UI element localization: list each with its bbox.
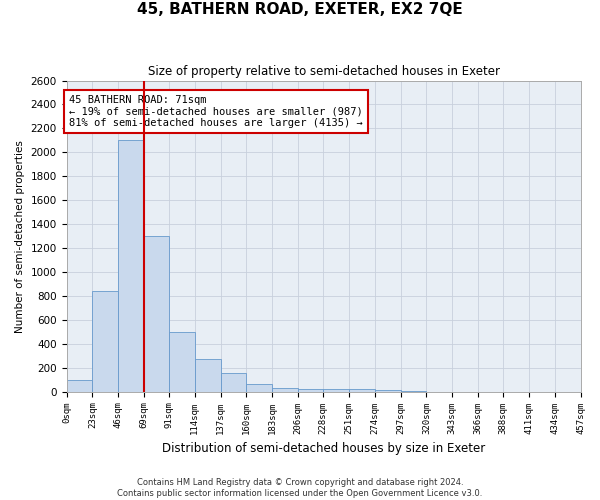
Y-axis label: Number of semi-detached properties: Number of semi-detached properties [15, 140, 25, 332]
Title: Size of property relative to semi-detached houses in Exeter: Size of property relative to semi-detach… [148, 65, 500, 78]
Bar [272, 388, 298, 392]
Bar [144, 236, 169, 392]
Bar [221, 372, 247, 392]
X-axis label: Distribution of semi-detached houses by size in Exeter: Distribution of semi-detached houses by … [162, 442, 485, 455]
Bar [298, 388, 323, 392]
Bar [247, 384, 272, 392]
Bar [401, 391, 427, 392]
Bar [349, 388, 374, 392]
Text: 45, BATHERN ROAD, EXETER, EX2 7QE: 45, BATHERN ROAD, EXETER, EX2 7QE [137, 2, 463, 18]
Bar [67, 380, 92, 392]
Bar [374, 390, 401, 392]
Bar [92, 291, 118, 392]
Text: 45 BATHERN ROAD: 71sqm
← 19% of semi-detached houses are smaller (987)
81% of se: 45 BATHERN ROAD: 71sqm ← 19% of semi-det… [69, 95, 362, 128]
Bar [195, 360, 221, 392]
Text: Contains HM Land Registry data © Crown copyright and database right 2024.
Contai: Contains HM Land Registry data © Crown c… [118, 478, 482, 498]
Bar [169, 332, 195, 392]
Bar [118, 140, 144, 392]
Bar [323, 390, 349, 392]
